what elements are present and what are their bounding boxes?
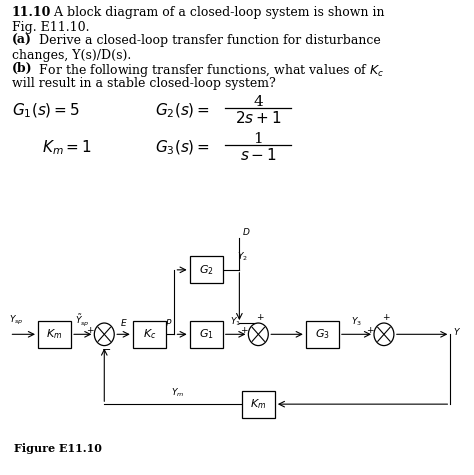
Text: (b): (b) [12,62,33,75]
Text: For the following transfer functions, what values of $K_c$: For the following transfer functions, wh… [35,62,384,79]
Text: $Y_{sp}$: $Y_{sp}$ [9,314,24,327]
Text: changes, Y(s)/D(s).: changes, Y(s)/D(s). [12,49,131,62]
Text: $2s + 1$: $2s + 1$ [235,110,281,126]
Text: $K_c$: $K_c$ [143,327,156,341]
Circle shape [248,323,268,346]
Text: $s - 1$: $s - 1$ [239,147,276,163]
Text: $G_3$: $G_3$ [315,327,330,341]
Bar [306,321,339,348]
Bar [38,321,71,348]
Text: $G_3(s) =$: $G_3(s) =$ [155,138,210,157]
Text: $K_m = 1$: $K_m = 1$ [42,138,92,157]
Text: $G_1(s) = 5$: $G_1(s) = 5$ [12,101,80,120]
Text: A block diagram of a closed-loop system is shown in: A block diagram of a closed-loop system … [50,6,384,19]
Text: $G_2(s) =$: $G_2(s) =$ [155,101,210,120]
Text: +: + [86,326,94,335]
Circle shape [94,323,114,346]
Text: +: + [382,313,390,322]
Text: Figure E11.10: Figure E11.10 [14,443,102,454]
Text: 4: 4 [253,95,263,109]
Text: $Y_m$: $Y_m$ [171,386,184,399]
Text: $P$: $P$ [164,317,172,328]
Text: $D$: $D$ [242,226,250,237]
Text: Fig. E11.10.: Fig. E11.10. [12,21,90,34]
Text: $G_1$: $G_1$ [199,327,214,341]
Text: +: + [256,313,264,322]
Text: $E$: $E$ [119,317,128,328]
Bar [190,256,223,283]
Text: 1: 1 [253,132,263,146]
Text: $\tilde{Y}_{sp}$: $\tilde{Y}_{sp}$ [75,312,90,328]
Text: $K_m$: $K_m$ [46,327,63,341]
Text: $Y_3$: $Y_3$ [351,315,362,328]
Text: +: + [240,326,248,335]
Text: will result in a stable closed-loop system?: will result in a stable closed-loop syst… [12,77,276,90]
Text: $Y_1$: $Y_1$ [230,315,241,328]
Text: $Y_2$: $Y_2$ [237,251,248,264]
Bar [133,321,166,348]
Text: $Y$: $Y$ [453,326,461,337]
Text: (a): (a) [12,34,32,47]
Bar [190,321,223,348]
Text: $K_m$: $K_m$ [250,397,266,411]
Text: $G_2$: $G_2$ [199,263,214,277]
Text: +: + [366,326,374,335]
Bar [242,391,275,418]
Circle shape [374,323,394,346]
Text: Derive a closed-loop transfer function for disturbance: Derive a closed-loop transfer function f… [35,34,381,47]
Text: 11.10: 11.10 [12,6,51,19]
Text: −: − [101,345,111,355]
